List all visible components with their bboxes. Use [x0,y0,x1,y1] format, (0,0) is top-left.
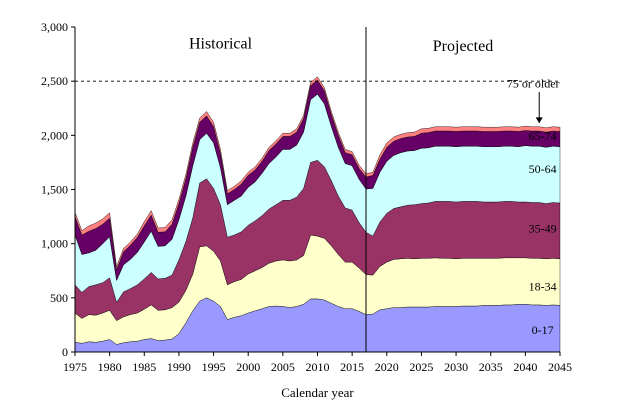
x-tick-label: 2045 [548,360,572,374]
x-tick-label: 2000 [236,360,260,374]
x-tick-label: 2010 [306,360,330,374]
y-tick-label: 2,500 [41,74,68,88]
x-tick-label: 2030 [444,360,468,374]
y-tick-label: 1,000 [41,237,68,251]
x-tick-label: 1995 [202,360,226,374]
series-label-50-64: 50-64 [529,162,557,176]
x-tick-label: 2035 [479,360,503,374]
y-tick-label: 3,000 [41,20,68,34]
y-tick-label: 0 [62,345,68,359]
series-label-65-74: 65-74 [529,129,557,143]
x-tick-label: 1990 [167,360,191,374]
historical-label: Historical [189,36,253,53]
y-tick-label: 2,000 [41,128,68,142]
series-label-0-17: 0-17 [532,323,554,337]
x-tick-label: 1980 [98,360,122,374]
annotation-75-or-older: 75 or older [507,77,560,91]
y-axis-ticks: 0 500 1,000 1,500 2,000 2,500 3,000 [41,20,75,359]
series-label-18-34: 18-34 [529,279,557,293]
x-tick-label: 2015 [340,360,364,374]
x-tick-label: 2020 [375,360,399,374]
area-bands [74,76,561,353]
y-tick-label: 500 [50,291,68,305]
x-tick-label: 2025 [409,360,433,374]
y-tick-label: 1,500 [41,183,68,197]
x-axis-title: Calendar year [281,385,354,400]
area-band-75-or-older [74,76,561,270]
series-label-35-49: 35-49 [529,222,557,236]
x-tick-label: 1985 [132,360,156,374]
projected-label: Projected [433,38,493,55]
x-tick-label: 1975 [63,360,87,374]
series-labels: 0-17 18-34 35-49 50-64 65-74 [529,129,557,337]
x-tick-label: 2040 [513,360,537,374]
x-tick-label: 2005 [271,360,295,374]
x-axis-ticks: 1975 1980 1985 1990 1995 2000 2005 2010 2015 2020… [63,352,572,374]
gridlines [75,27,560,352]
annotation-arrowhead [535,117,543,124]
